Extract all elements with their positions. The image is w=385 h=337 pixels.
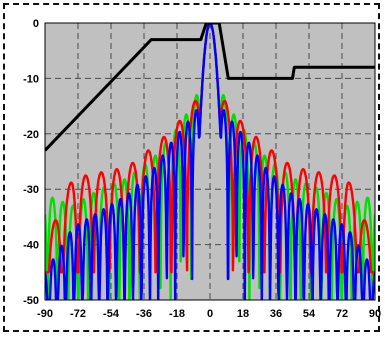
y-tick-label: -30 bbox=[23, 184, 39, 196]
x-tick-label: 36 bbox=[270, 308, 282, 320]
x-tick-label: -54 bbox=[103, 308, 120, 320]
x-tick-label: 72 bbox=[336, 308, 348, 320]
y-tick-label: -40 bbox=[23, 240, 39, 252]
x-tick-label: 54 bbox=[303, 308, 316, 320]
x-tick-label: 18 bbox=[237, 308, 249, 320]
y-tick-label: 0 bbox=[33, 18, 39, 30]
y-tick-label: -10 bbox=[23, 73, 39, 85]
chart-frame bbox=[3, 3, 380, 332]
series-line-0 bbox=[45, 23, 375, 152]
x-tick-label: 0 bbox=[207, 308, 213, 320]
x-tick-label: 90 bbox=[369, 308, 381, 320]
series-line-2 bbox=[45, 23, 375, 274]
x-tick-label: -36 bbox=[136, 308, 152, 320]
series-line-3 bbox=[45, 23, 375, 300]
y-axis: 0 -10 -20 -30 -40 -50 bbox=[23, 18, 39, 307]
y-tick-label: -20 bbox=[23, 129, 39, 141]
x-tick-label: -18 bbox=[169, 308, 185, 320]
x-tick-label: -72 bbox=[70, 308, 86, 320]
x-tick-label: -90 bbox=[37, 308, 53, 320]
x-axis: -90 -72 -54 -36 -18 0 18 36 54 72 90 bbox=[37, 308, 381, 320]
plot-border bbox=[44, 22, 376, 301]
y-tick-label: -50 bbox=[23, 295, 39, 307]
series-traces bbox=[45, 23, 375, 300]
